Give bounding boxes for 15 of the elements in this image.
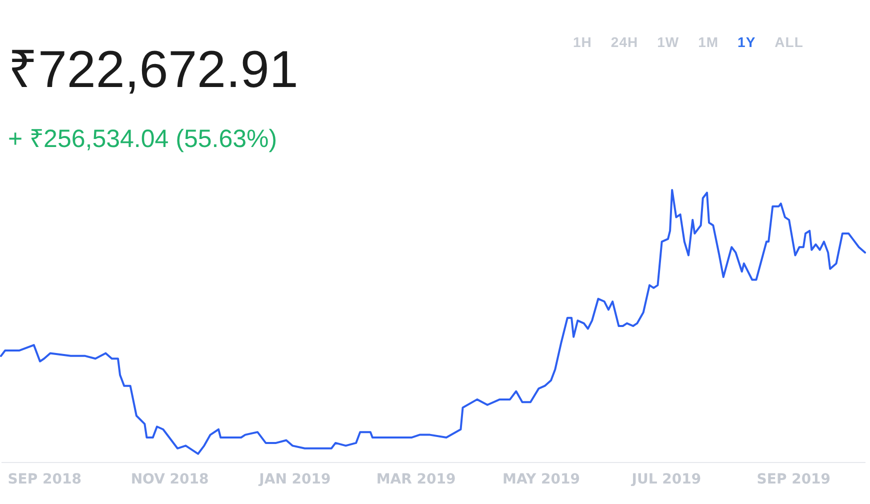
x-tick-label: SEP 2018 (8, 472, 82, 488)
text: 1M (698, 34, 719, 50)
text: 1Y (738, 34, 756, 50)
text: 24H (610, 34, 638, 50)
x-tick-label: MAY 2019 (502, 472, 580, 488)
text: + ₹256,534.04 (55.63%) (8, 124, 278, 154)
text: 1W (657, 34, 680, 50)
x-tick-label: JAN 2019 (258, 472, 331, 488)
text: 1H (573, 34, 592, 50)
x-tick-label: JUL 2019 (630, 472, 702, 488)
text: ₹722,672.91 (8, 40, 298, 100)
x-tick-label: SEP 2019 (756, 472, 831, 488)
x-tick-label: MAR 2019 (376, 472, 456, 488)
x-tick-label: NOV 2018 (130, 472, 209, 488)
text: ALL (774, 34, 804, 50)
